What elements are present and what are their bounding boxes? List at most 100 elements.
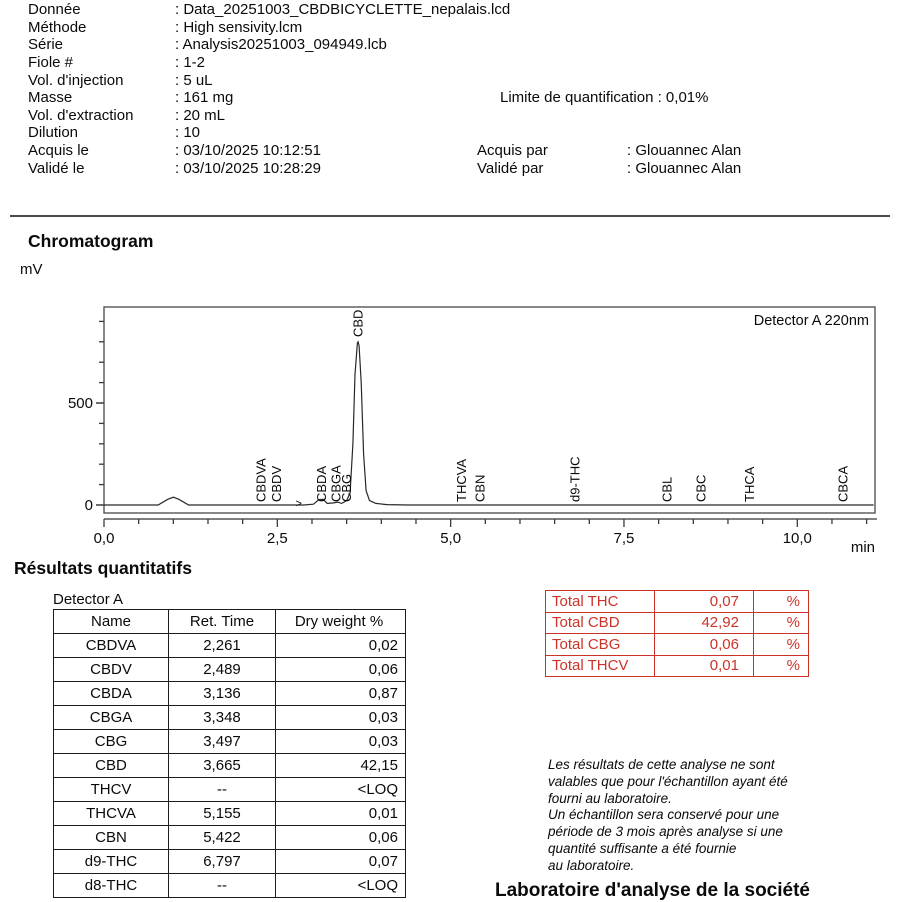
total-value: 42,92 xyxy=(654,611,754,634)
results-header-row: Name Ret. Time Dry weight % xyxy=(53,609,406,634)
total-unit: % xyxy=(753,590,809,613)
meta-row: Acquis par: Glouannec Alan xyxy=(477,142,741,160)
cell-name: THCV xyxy=(53,777,169,802)
meta-value: : Glouannec Alan xyxy=(627,159,742,177)
cell-ret-time: 3,348 xyxy=(168,705,276,730)
y-tick-label: 0 xyxy=(85,497,93,514)
total-label: Total THCV xyxy=(545,654,655,677)
cell-name: CBG xyxy=(53,729,169,754)
meta-label: Masse xyxy=(28,89,73,107)
meta-label: Méthode xyxy=(28,18,87,36)
plot-border xyxy=(103,306,876,514)
meta-value: : 03/10/2025 10:12:51 xyxy=(175,142,321,160)
cell-dry-weight: 0,06 xyxy=(275,825,406,850)
total-value: 0,07 xyxy=(654,590,754,613)
meta-value: : 03/10/2025 10:28:29 xyxy=(175,159,321,177)
cell-dry-weight: <LOQ xyxy=(275,777,406,802)
cell-ret-time: 2,261 xyxy=(168,633,276,658)
cell-dry-weight: 0,02 xyxy=(275,633,406,658)
cell-ret-time: 3,497 xyxy=(168,729,276,754)
meta-label: Dilution xyxy=(28,124,79,142)
signal-trace xyxy=(104,340,874,506)
col-name: Name xyxy=(53,609,169,634)
x-tick-label: 2,5 xyxy=(267,530,288,547)
total-unit: % xyxy=(753,633,809,656)
table-row: CBD 3,665 42,15 xyxy=(53,753,406,778)
meta-row: Donnée: Data_20251003_CBDBICYCLETTE_nepa… xyxy=(28,1,510,19)
cell-name: d8-THC xyxy=(53,873,169,898)
cell-name: CBGA xyxy=(53,705,169,730)
detector-label: Detector A 220nm xyxy=(754,313,869,329)
peak-label-d9-thc: d9-THC xyxy=(568,456,583,502)
meta-row: Masse : 161 mg xyxy=(28,89,510,107)
meta-value: : Glouannec Alan xyxy=(627,142,742,160)
peak-label-cbg: CBG xyxy=(339,474,354,502)
table-row: CBN 5,422 0,06 xyxy=(53,825,406,850)
cell-ret-time: 5,422 xyxy=(168,825,276,850)
meta-label: Série xyxy=(28,36,64,54)
total-label: Total CBG xyxy=(545,633,655,656)
meta-row: Acquis le : 03/10/2025 10:12:51 xyxy=(28,142,510,160)
cell-dry-weight: <LOQ xyxy=(275,873,406,898)
cell-name: CBDV xyxy=(53,657,169,682)
meta-label: Validé par xyxy=(477,159,544,177)
cell-dry-weight: 0,06 xyxy=(275,657,406,682)
total-value: 0,01 xyxy=(654,654,754,677)
y-tick-label: 500 xyxy=(68,395,93,412)
results-table: Name Ret. Time Dry weight % CBDVA 2,261 0,… xyxy=(53,609,406,898)
cell-dry-weight: 0,01 xyxy=(275,801,406,826)
meta-row: Fiole #: 1-2 xyxy=(28,54,510,72)
cell-name: d9-THC xyxy=(53,849,169,874)
meta-label: Donnée xyxy=(28,1,81,19)
cell-dry-weight: 0,03 xyxy=(275,729,406,754)
meta-row: Vol. d'injection: 5 uL xyxy=(28,71,510,89)
peak-label-cbc: CBC xyxy=(693,475,708,502)
table-row: CBDA 3,136 0,87 xyxy=(53,681,406,706)
total-value: 0,06 xyxy=(654,633,754,656)
meta-row: Série : Analysis20251003_094949.lcb xyxy=(28,36,510,54)
footer-heading: Laboratoire d'analyse de la société xyxy=(495,880,810,901)
detector-table-label: Detector A xyxy=(53,591,124,608)
total-label: Total THC xyxy=(545,590,655,613)
total-row: Total THC 0,07% xyxy=(545,590,809,613)
meta-label: Validé le xyxy=(28,159,85,177)
table-row: CBDVA 2,261 0,02 xyxy=(53,633,406,658)
metadata-block: Donnée: Data_20251003_CBDBICYCLETTE_nepa… xyxy=(28,1,510,177)
peak-marker: > xyxy=(296,498,302,510)
cell-dry-weight: 0,03 xyxy=(275,705,406,730)
totals-table: Total THC 0,07% Total CBD 42,92% Total CBG… xyxy=(545,590,809,677)
limit-of-quantification: Limite de quantification : 0,01% xyxy=(500,89,709,106)
peak-label-cbl: CBL xyxy=(660,477,675,502)
table-row: THCV -- <LOQ xyxy=(53,777,406,802)
peak-label-thca: THCA xyxy=(742,466,757,502)
meta-value: : 161 mg xyxy=(175,89,234,107)
x-tick-label: 5,0 xyxy=(440,530,461,547)
x-tick-label: 0,0 xyxy=(94,530,115,547)
cell-name: CBDVA xyxy=(53,633,169,658)
peak-label-cbca: CBCA xyxy=(836,466,851,502)
cell-ret-time: 5,155 xyxy=(168,801,276,826)
meta-row: Vol. d'extraction: 20 mL xyxy=(28,107,510,125)
total-row: Total THCV 0,01% xyxy=(545,654,809,677)
chromatogram-heading: Chromatogram xyxy=(28,231,154,251)
peak-label-cbn: CBN xyxy=(472,475,487,502)
table-row: d9-THC 6,797 0,07 xyxy=(53,849,406,874)
cell-ret-time: 3,665 xyxy=(168,753,276,778)
table-row: d8-THC -- <LOQ xyxy=(53,873,406,898)
results-heading: Résultats quantitatifs xyxy=(14,558,192,578)
meta-row: Validé le : 03/10/2025 10:28:29 xyxy=(28,159,510,177)
cell-ret-time: -- xyxy=(168,873,276,898)
meta-value: : Analysis20251003_094949.lcb xyxy=(175,36,387,54)
cell-name: CBN xyxy=(53,825,169,850)
cell-name: THCVA xyxy=(53,801,169,826)
table-row: CBG 3,497 0,03 xyxy=(53,729,406,754)
cell-ret-time: -- xyxy=(168,777,276,802)
meta-label: Acquis le xyxy=(28,142,89,160)
table-row: CBGA 3,348 0,03 xyxy=(53,705,406,730)
disclaimer-text: Les résultats de cette analyse ne sont v… xyxy=(548,757,788,873)
cell-name: CBD xyxy=(53,753,169,778)
peak-label-cbdv: CBDV xyxy=(269,466,284,502)
metadata-right-block: Acquis par: Glouannec Alan Validé par : G… xyxy=(477,142,741,177)
meta-label: Vol. d'extraction xyxy=(28,106,134,124)
